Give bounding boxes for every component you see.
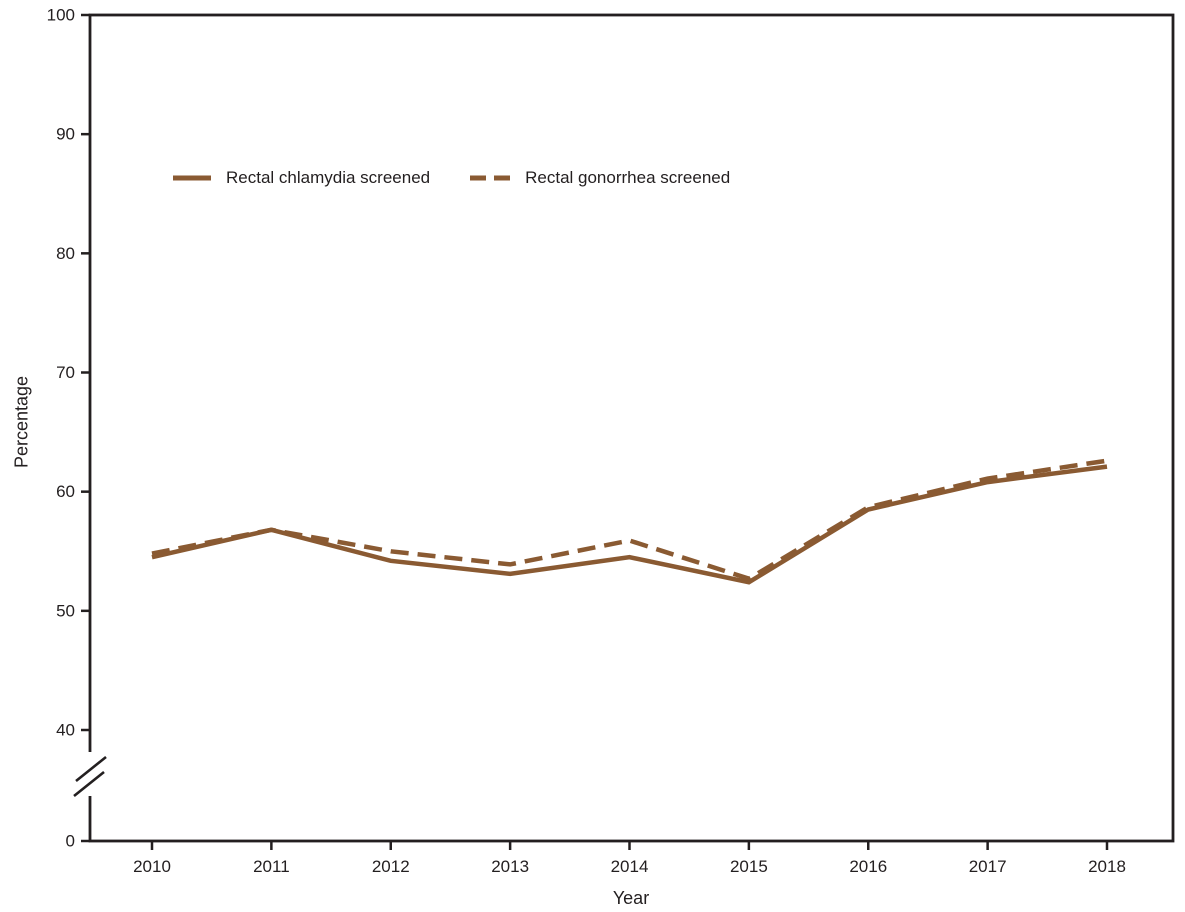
x-axis-title: Year [612, 888, 650, 908]
gonorrhea-series-line [151, 458, 1108, 582]
x-tick-label: 2015 [730, 857, 768, 876]
legend-item-chlamydia: Rectal chlamydia screened [171, 168, 430, 188]
dashed-line-swatch [470, 175, 511, 181]
y-tick-label: 40 [56, 721, 75, 740]
x-tick-label: 2018 [1088, 857, 1126, 876]
x-tick-label: 2013 [491, 857, 529, 876]
axis-break-slash [75, 755, 107, 783]
x-tick-label: 2011 [253, 857, 290, 876]
legend: Rectal chlamydia screened Rectal gonorrh… [171, 168, 730, 188]
y-tick-label: 90 [56, 125, 75, 144]
solid-line-swatch [173, 175, 211, 181]
y-tick-label: 70 [56, 363, 75, 382]
chlamydia-series-line [151, 464, 1108, 585]
x-tick-label: 2016 [849, 857, 887, 876]
x-tick-label: 2010 [133, 857, 171, 876]
plot-frame [88, 13, 1175, 843]
x-tick-label: 2017 [969, 857, 1007, 876]
y-tick-label: 80 [56, 244, 75, 263]
y-tick-label: 50 [56, 601, 75, 620]
y-tick-label: 60 [56, 482, 75, 501]
legend-label-gonorrhea: Rectal gonorrhea screened [525, 168, 731, 187]
legend-label-chlamydia: Rectal chlamydia screened [226, 168, 431, 187]
axis-break-slash [73, 770, 105, 798]
y-tick-label: 0 [66, 832, 75, 851]
x-tick-label: 2012 [372, 857, 410, 876]
x-tick-label: 2014 [611, 857, 649, 876]
y-axis-title: Percentage [11, 375, 32, 469]
y-tick-label: 100 [47, 6, 75, 25]
legend-item-gonorrhea: Rectal gonorrhea screened [468, 168, 730, 188]
